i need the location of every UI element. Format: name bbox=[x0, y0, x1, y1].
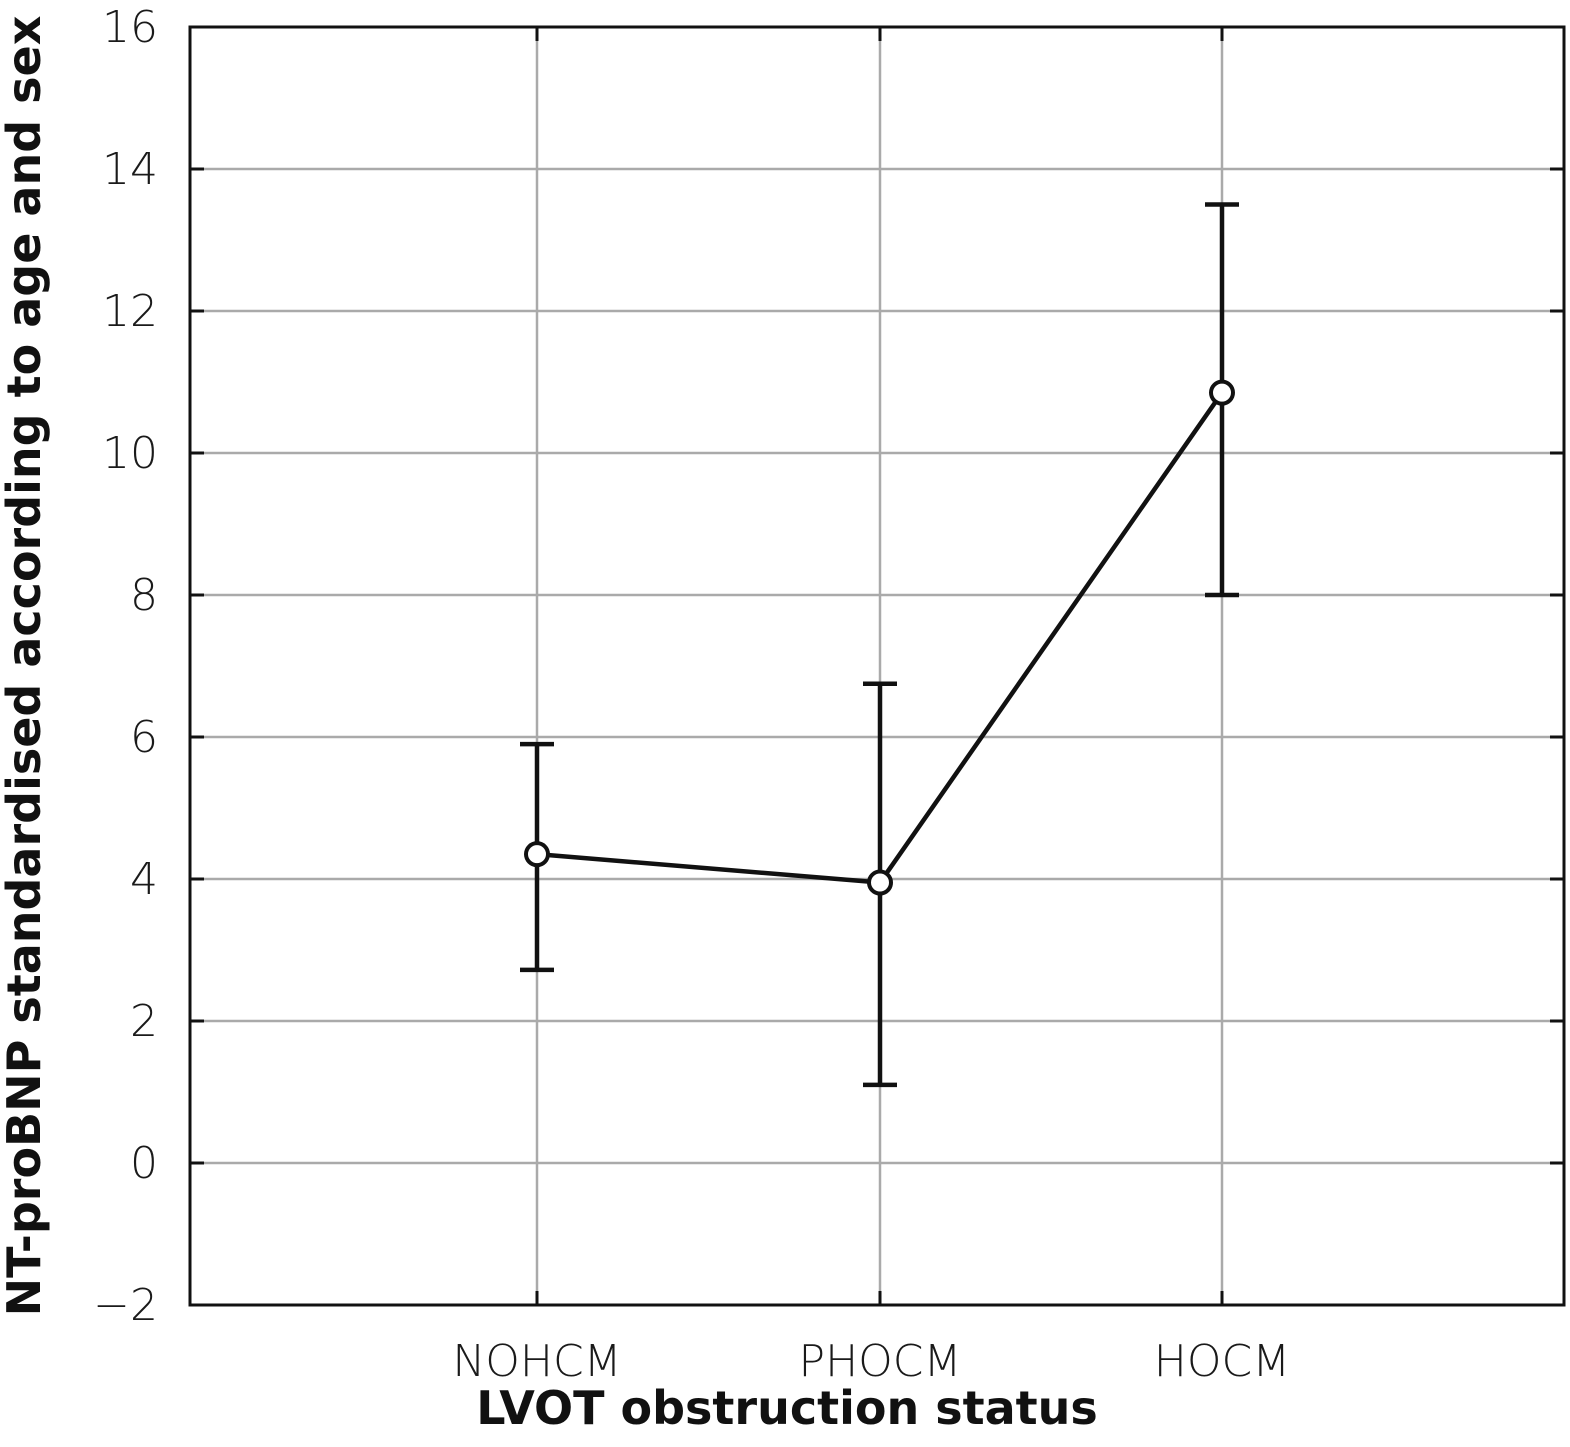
y-tick-label: 2 bbox=[130, 996, 158, 1047]
data-point-phocm bbox=[867, 869, 893, 896]
y-tick-label: 4 bbox=[130, 854, 158, 905]
y-tick-label: 8 bbox=[130, 570, 158, 621]
grid bbox=[190, 27, 1564, 1305]
y-tick-label: 6 bbox=[130, 712, 158, 763]
y-tick-label: 10 bbox=[102, 428, 158, 479]
y-tick-label: 16 bbox=[102, 2, 158, 53]
y-axis-title: NT-proBNP standardised according to age … bbox=[0, 16, 51, 1317]
x-axis-title: LVOT obstruction status bbox=[476, 1381, 1098, 1435]
x-tick-label: PHOCM bbox=[799, 1336, 962, 1387]
y-tick-label: 12 bbox=[102, 286, 158, 337]
y-tick-label: 14 bbox=[102, 144, 158, 195]
axis-ticks bbox=[190, 25, 1564, 1307]
x-tick-label: HOCM bbox=[1154, 1336, 1290, 1387]
y-tick-labels: −2 0 2 4 6 8 10 12 14 16 bbox=[93, 2, 158, 1331]
x-tick-labels: NOHCM PHOCM HOCM bbox=[452, 1336, 1290, 1387]
data-point-nohcm bbox=[524, 841, 550, 868]
data-points bbox=[524, 379, 1235, 896]
data-point-hocm bbox=[1209, 379, 1235, 406]
y-tick-label: −2 bbox=[93, 1280, 158, 1331]
y-tick-label: 0 bbox=[130, 1138, 158, 1189]
x-tick-label: NOHCM bbox=[452, 1336, 621, 1387]
plot-frame bbox=[188, 25, 1566, 1307]
